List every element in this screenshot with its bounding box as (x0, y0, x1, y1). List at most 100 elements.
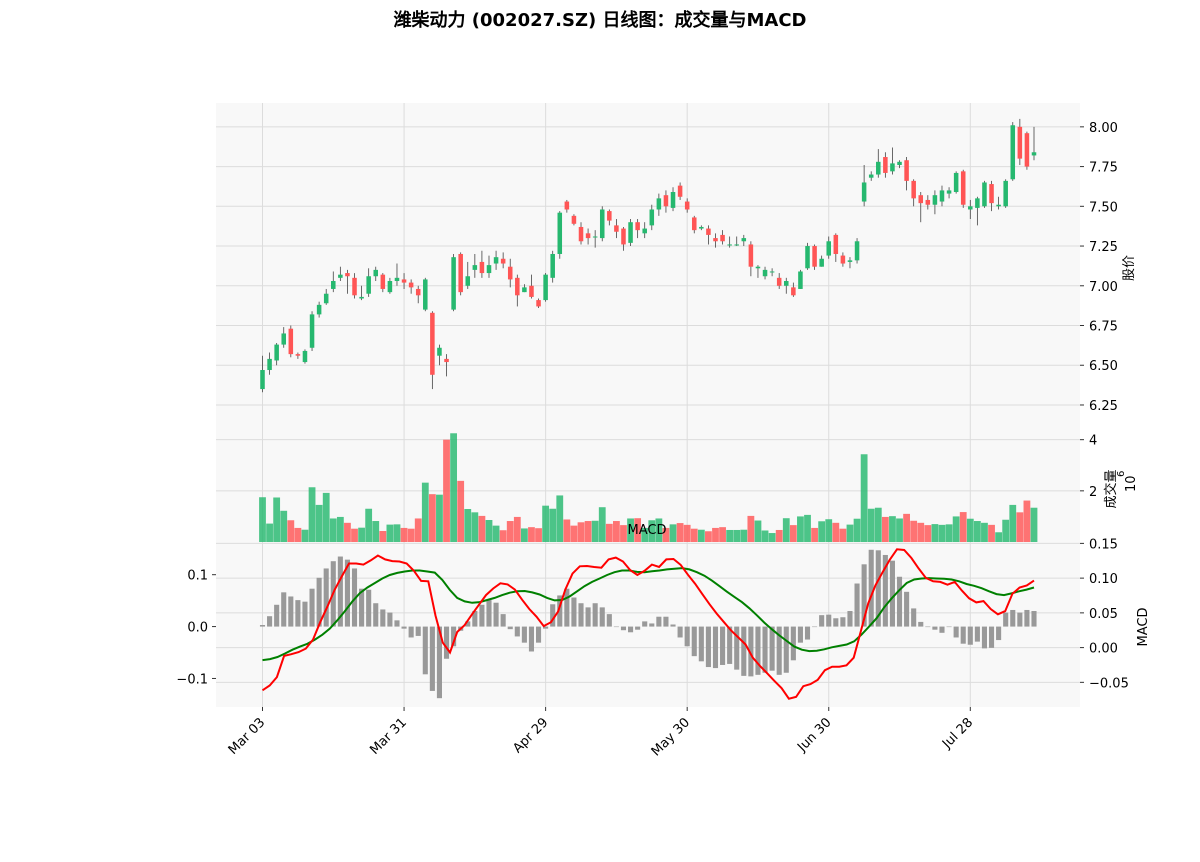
volume-bar (315, 504, 323, 542)
macd-histogram-bar (535, 626, 542, 643)
candle-body (805, 246, 810, 269)
candle-body (380, 274, 386, 289)
volume-bar (973, 521, 981, 542)
volume-bar (874, 507, 882, 542)
macd-histogram-bar (571, 597, 577, 627)
volume-bar (917, 522, 925, 542)
price-tick-label: 7.50 (1089, 200, 1118, 215)
macd-histogram-bar (755, 626, 761, 675)
macd-histogram-bar (918, 621, 924, 627)
volume-bar (959, 512, 967, 542)
volume-bar (676, 523, 684, 542)
candle-body (819, 258, 824, 267)
macd-histogram-bar (981, 626, 988, 649)
macd-histogram-bar (436, 626, 442, 699)
volume-bar (733, 529, 741, 542)
candle-body (345, 273, 350, 277)
macd-histogram-bar (797, 626, 803, 643)
price-panel-bg (216, 103, 1080, 432)
volume-bar (443, 439, 450, 542)
macd-histogram-bar (691, 626, 697, 657)
macd-right-tick-label: −0.05 (1089, 676, 1129, 691)
macd-histogram-bar (783, 626, 789, 673)
volume-bar (726, 529, 734, 542)
macd-histogram-bar (663, 616, 669, 627)
candle-body (1024, 133, 1030, 167)
candle-body (812, 246, 817, 267)
candle-body (493, 257, 499, 264)
candle-body (281, 333, 286, 345)
macd-histogram-bar (932, 626, 938, 630)
candle-body (960, 171, 966, 205)
candle-body (911, 180, 916, 199)
candle-body (890, 163, 895, 172)
volume-bar (605, 523, 613, 542)
candle-body (706, 228, 711, 235)
volume-bar (896, 518, 903, 542)
chart-title: 潍柴动力 (002027.SZ) 日线图：成交量与MACD (393, 10, 807, 31)
volume-bar (591, 520, 599, 542)
volume-bar (889, 516, 896, 542)
macd-histogram-bar (776, 626, 782, 675)
macd-histogram-bar (748, 626, 754, 677)
macd-axis-label: MACD (1136, 608, 1151, 647)
volume-bar (506, 521, 514, 542)
macd-histogram-bar (422, 626, 428, 675)
macd-histogram-bar (528, 626, 535, 652)
volume-bar (344, 522, 351, 542)
volume-bar (1023, 500, 1031, 542)
candle-body (1017, 126, 1023, 159)
volume-bar (648, 520, 656, 542)
candle-body (288, 328, 294, 355)
macd-right-tick-label: 0.15 (1089, 537, 1118, 552)
macd-histogram-bar (1024, 609, 1030, 627)
macd-histogram-bar (712, 626, 719, 669)
volume-bar (853, 518, 861, 542)
candle-body (607, 211, 612, 221)
volume-bar (988, 524, 995, 542)
candle-body (720, 234, 725, 242)
candle-body (663, 195, 669, 207)
candle-body (904, 160, 909, 181)
volume-bar (329, 518, 337, 542)
candle-body (614, 225, 619, 232)
macd-histogram-bar (274, 604, 280, 627)
volume-bar (966, 518, 974, 542)
macd-histogram-bar (684, 626, 690, 647)
x-tick-label: Jun 30 (794, 715, 834, 755)
macd-histogram-bar (281, 592, 287, 627)
volume-bar (407, 528, 415, 542)
candle-body (599, 209, 605, 239)
candle-body (670, 192, 676, 208)
macd-histogram-bar (988, 626, 995, 648)
volume-bar (421, 482, 429, 542)
volume-bar (613, 521, 620, 542)
volume-bar (931, 524, 939, 542)
candle-body (366, 276, 371, 294)
volume-axis-label: 成交量 (1103, 469, 1119, 508)
volume-bar (952, 516, 960, 542)
macd-histogram-bar (720, 626, 726, 665)
candle-body (260, 370, 265, 390)
volume-bar (301, 529, 309, 542)
volume-bar (308, 487, 316, 542)
candle-body (267, 358, 272, 371)
macd-histogram-bar (613, 626, 619, 628)
volume-bar (782, 518, 790, 542)
candle-body (684, 201, 690, 210)
macd-histogram-bar (514, 626, 520, 637)
macd-histogram-bar (953, 626, 959, 638)
volume-bar (846, 524, 854, 542)
macd-histogram-bar (974, 626, 980, 642)
volume-bar (528, 527, 535, 542)
macd-left-tick-label: −0.1 (176, 672, 208, 687)
volume-bar (598, 507, 606, 542)
volume-bar (945, 524, 953, 542)
volume-bar (761, 530, 769, 542)
candle-body (437, 347, 442, 356)
volume-bar (655, 518, 663, 542)
volume-bar (995, 532, 1003, 542)
macd-histogram-bar (896, 576, 903, 627)
x-tick-label: Mar 31 (367, 715, 410, 758)
candle-body (550, 253, 555, 278)
